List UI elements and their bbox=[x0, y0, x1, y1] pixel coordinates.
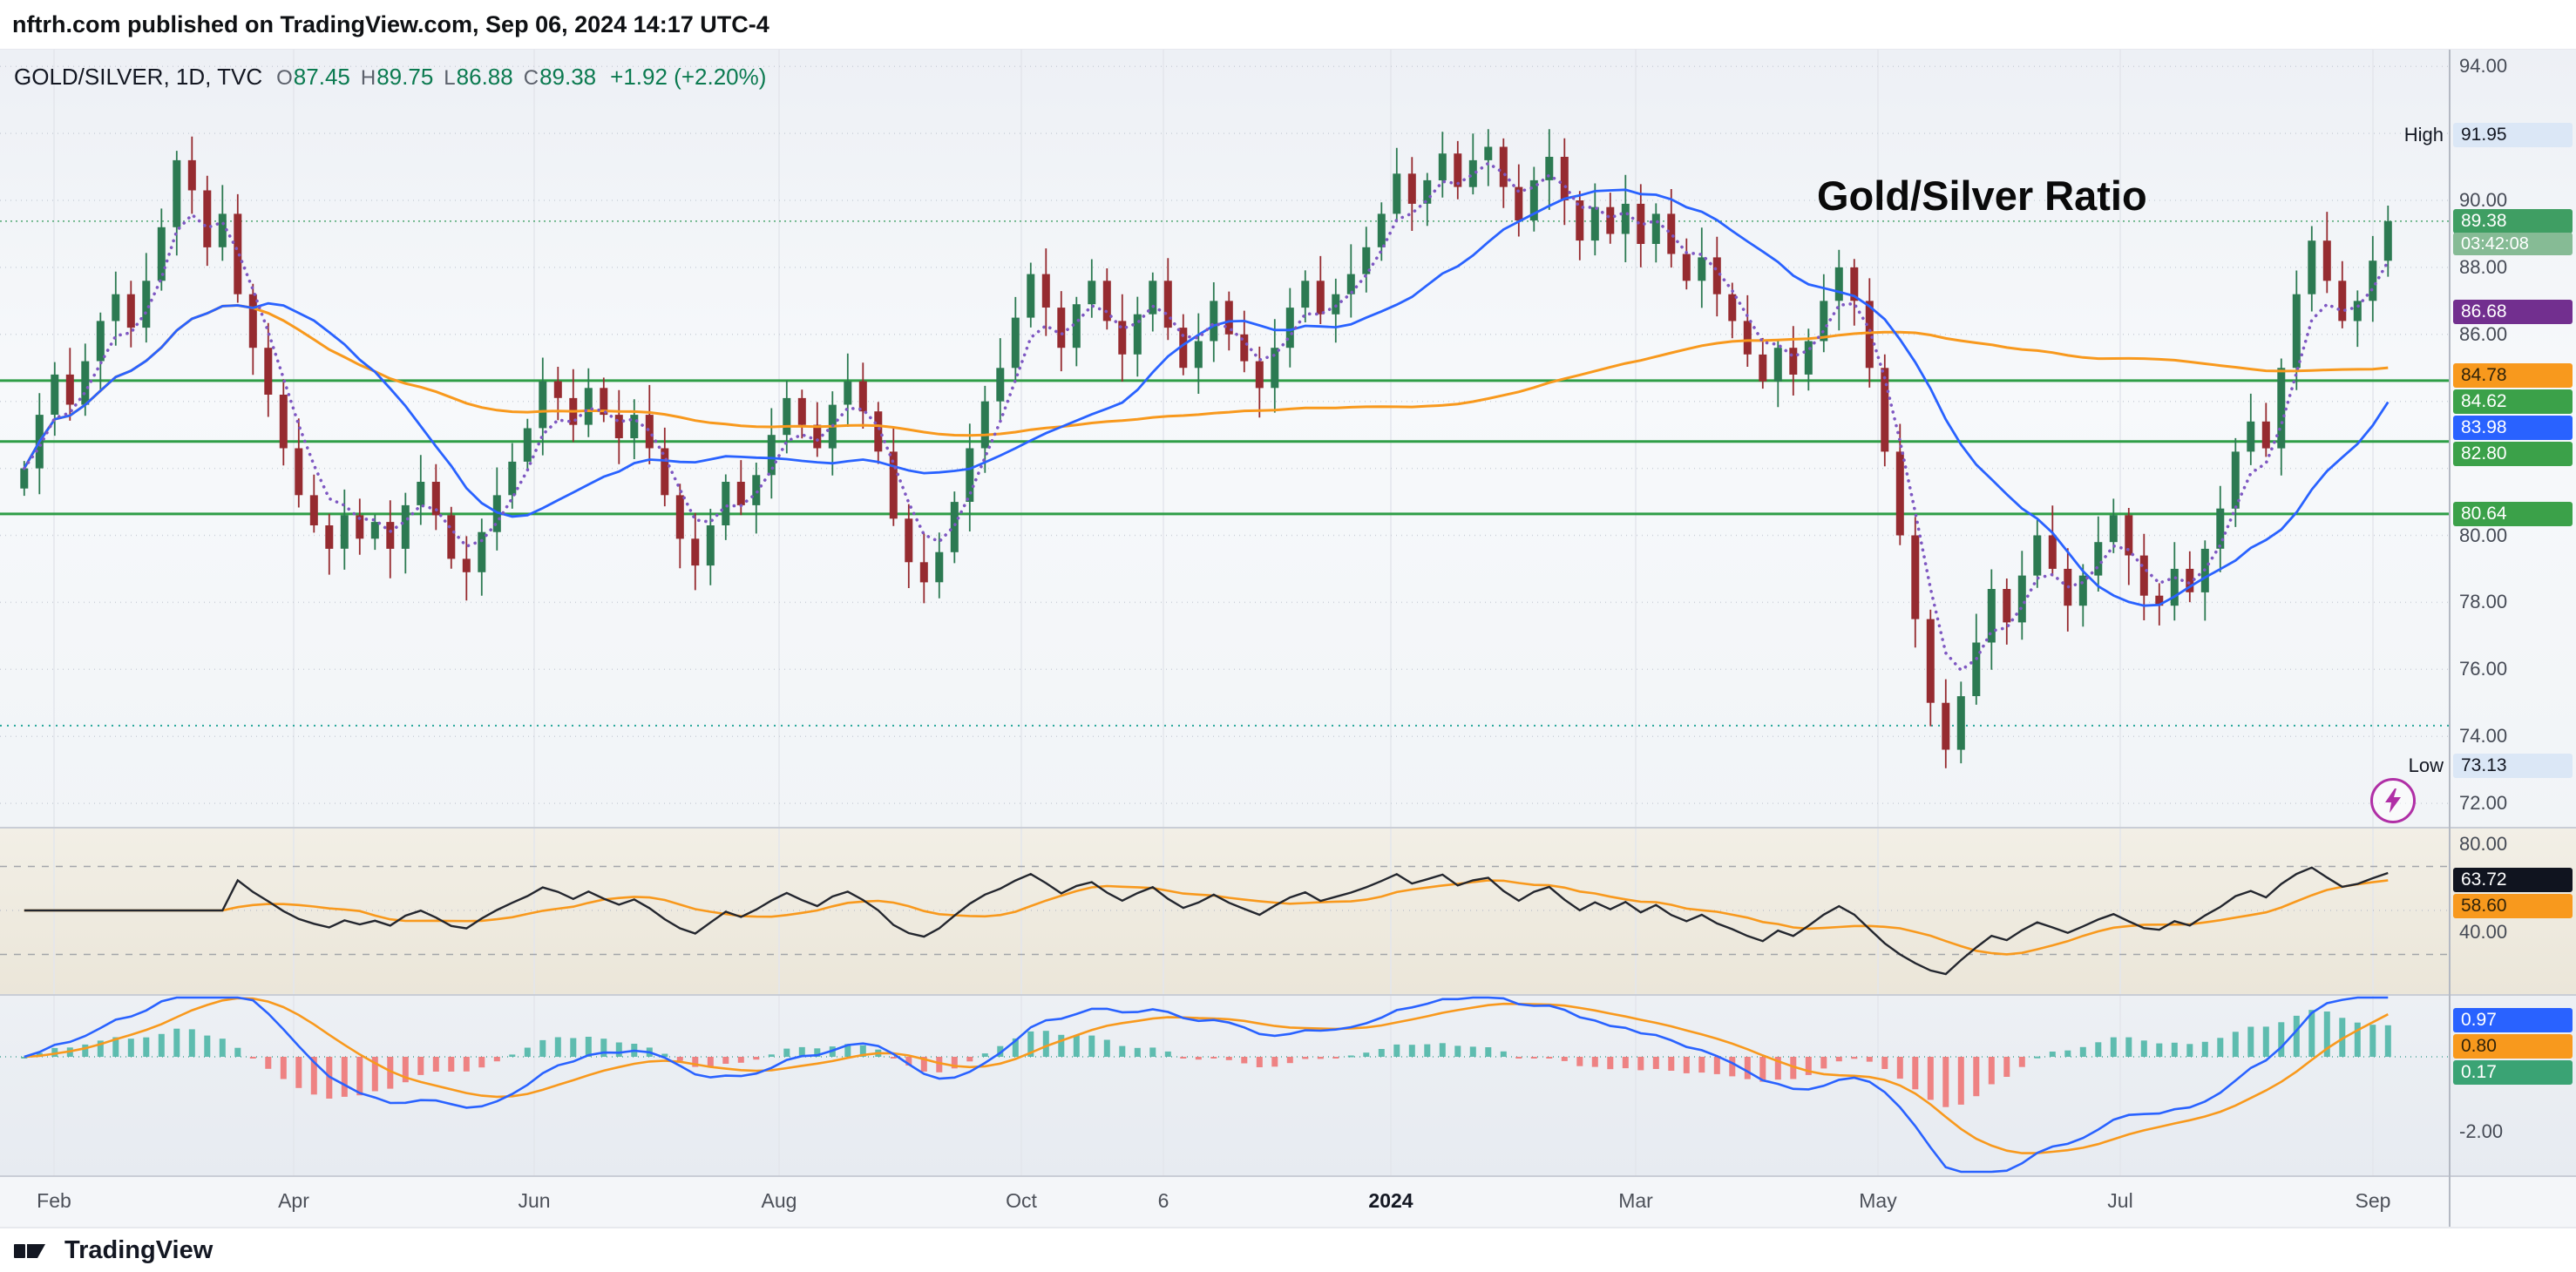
price-axis-label: 94.00 bbox=[2459, 55, 2508, 78]
chart-area[interactable]: GOLD/SILVER, 1D, TVC O87.45 H89.75 L86.88 C… bbox=[0, 49, 2576, 1228]
macd-pane[interactable] bbox=[0, 994, 2449, 1175]
price-axis-label: 80.00 bbox=[2459, 524, 2508, 546]
tradingview-brand-text[interactable]: TradingView bbox=[64, 1235, 214, 1264]
time-axis-label: Feb bbox=[37, 1189, 71, 1212]
axis-price-tag: 84.78 bbox=[2453, 363, 2573, 388]
ohlc-pair: H89.75 bbox=[361, 64, 433, 91]
time-axis-label: Jun bbox=[518, 1189, 551, 1212]
ohlc-value: 86.88 bbox=[456, 64, 513, 90]
time-axis-label: Aug bbox=[761, 1189, 797, 1212]
ohlc-value: 89.75 bbox=[376, 64, 434, 90]
axis-price-tag: 0.80 bbox=[2453, 1034, 2573, 1059]
axis-price-tag: 89.38 bbox=[2453, 209, 2573, 233]
time-axis-label: 6 bbox=[1157, 1189, 1169, 1212]
tradingview-logo-icon[interactable] bbox=[14, 1237, 54, 1263]
axis-price-tag: 0.17 bbox=[2453, 1060, 2573, 1085]
time-axis-label: Sep bbox=[2355, 1189, 2391, 1212]
lightning-bolt-icon bbox=[2385, 788, 2401, 813]
ohlc-label: L bbox=[444, 66, 456, 90]
price-axis-label: 88.00 bbox=[2459, 255, 2508, 278]
ohlc-label: H bbox=[360, 66, 376, 90]
axis-price-tag: 58.60 bbox=[2453, 894, 2573, 918]
axis-price-tag: 83.98 bbox=[2453, 416, 2573, 440]
axis-price-tag: 03:42:08 bbox=[2453, 233, 2573, 255]
ohlc-pair: O87.45 bbox=[276, 64, 350, 91]
flash-icon[interactable] bbox=[2370, 778, 2416, 823]
symbol-legend[interactable]: GOLD/SILVER, 1D, TVC bbox=[14, 64, 263, 90]
ohlc-pair: L86.88 bbox=[444, 64, 512, 91]
footer-bar: TradingView bbox=[0, 1227, 2576, 1272]
axis-price-tag: 80.64 bbox=[2453, 502, 2573, 526]
time-axis-label: May bbox=[1859, 1189, 1897, 1212]
rsi-axis-label: 40.00 bbox=[2459, 921, 2508, 944]
publish-header: nftrh.com published on TradingView.com, … bbox=[0, 0, 2576, 49]
ohlc-values: O87.45 H89.75 L86.88 C89.38 bbox=[276, 64, 596, 91]
price-axis[interactable]: 94.00 90.00 88.00 86.00 80.00 78.00 76.00 74.00… bbox=[2451, 50, 2576, 1175]
low-marker-label: Low bbox=[2408, 754, 2444, 776]
time-axis-label: Apr bbox=[278, 1189, 309, 1212]
time-axis-label: Jul bbox=[2107, 1189, 2133, 1212]
time-axis-label: Mar bbox=[1618, 1189, 1653, 1212]
time-axis[interactable]: Feb Apr Jun Aug Oct 6 2024 Mar May Jul Sep bbox=[0, 1177, 2449, 1228]
ohlc-label: O bbox=[276, 66, 293, 90]
axis-price-tag: 91.95 bbox=[2453, 123, 2573, 147]
time-axis-label: Oct bbox=[1006, 1189, 1037, 1212]
ohlc-value: 89.38 bbox=[539, 64, 597, 90]
price-axis-label: 90.00 bbox=[2459, 189, 2508, 212]
change-value: +1.92 (+2.20%) bbox=[610, 64, 767, 90]
ohlc-label: C bbox=[523, 66, 539, 90]
pane-separator[interactable] bbox=[0, 994, 2576, 996]
axis-price-tag: 84.62 bbox=[2453, 389, 2573, 414]
time-axis-background bbox=[0, 1175, 2576, 1228]
price-axis-label: 78.00 bbox=[2459, 591, 2508, 613]
rsi-pane[interactable] bbox=[0, 827, 2449, 994]
pane-separator[interactable] bbox=[0, 827, 2576, 829]
ohlc-pair: C89.38 bbox=[524, 64, 596, 91]
price-axis-label: 74.00 bbox=[2459, 725, 2508, 748]
legend-row: GOLD/SILVER, 1D, TVC O87.45 H89.75 L86.88 C… bbox=[14, 64, 766, 91]
macd-axis-label: -2.00 bbox=[2459, 1120, 2504, 1142]
chart-title-overlay: Gold/Silver Ratio bbox=[1817, 173, 2147, 219]
axis-price-tag: 73.13 bbox=[2453, 754, 2573, 778]
price-axis-label: 86.00 bbox=[2459, 322, 2508, 345]
axis-price-tag: 82.80 bbox=[2453, 442, 2573, 466]
price-axis-label: 76.00 bbox=[2459, 658, 2508, 680]
price-axis-separator bbox=[2449, 50, 2451, 1228]
time-axis-separator bbox=[0, 1175, 2576, 1177]
price-pane[interactable] bbox=[0, 50, 2449, 827]
publish-text: nftrh.com published on TradingView.com, … bbox=[12, 10, 769, 37]
time-axis-label: 2024 bbox=[1368, 1189, 1413, 1212]
axis-price-tag: 0.97 bbox=[2453, 1008, 2573, 1032]
axis-price-tag: 86.68 bbox=[2453, 300, 2573, 324]
price-axis-label: 72.00 bbox=[2459, 792, 2508, 815]
axis-price-tag: 63.72 bbox=[2453, 868, 2573, 892]
rsi-axis-label: 80.00 bbox=[2459, 833, 2508, 856]
ohlc-value: 87.45 bbox=[293, 64, 350, 90]
high-marker-label: High bbox=[2403, 124, 2444, 145]
